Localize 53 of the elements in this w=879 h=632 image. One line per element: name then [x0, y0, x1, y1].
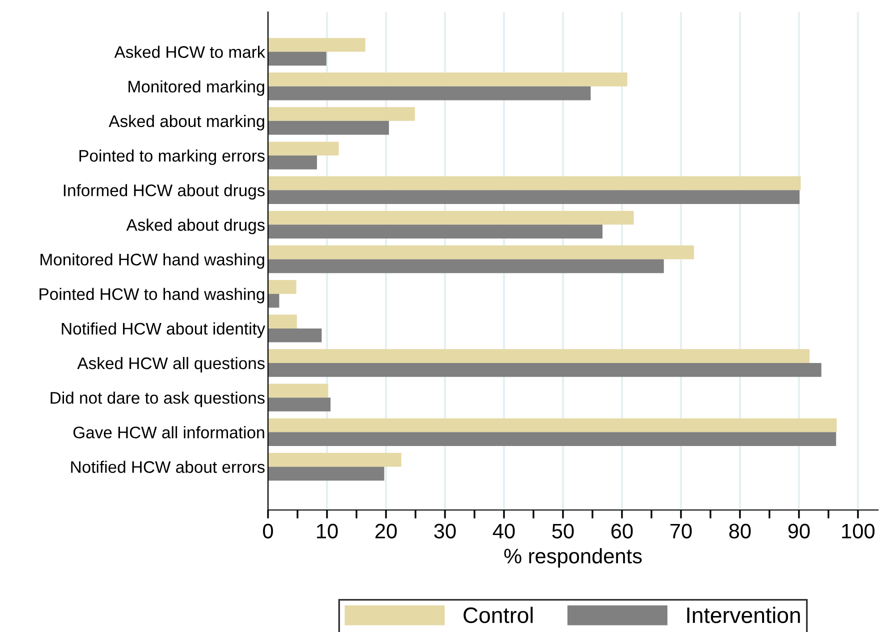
bar — [268, 224, 602, 239]
y-tick-label: Asked about drugs — [126, 218, 265, 234]
x-tick-label: 60 — [611, 524, 633, 538]
bar — [268, 384, 328, 398]
bar — [268, 432, 836, 446]
y-tick-label: Notified HCW about errors — [71, 460, 265, 473]
bar — [268, 120, 389, 135]
y-tick-label: Asked about marking — [108, 114, 264, 130]
bar — [268, 466, 384, 481]
bar — [268, 418, 837, 432]
x-tick-label: 70 — [670, 524, 692, 538]
bar — [268, 245, 694, 260]
x-tick-label: 10 — [316, 524, 338, 538]
x-tick-label: 40 — [492, 524, 515, 538]
y-tick-label: Gave HCW all information — [73, 426, 264, 438]
x-tick-label: 80 — [729, 524, 751, 538]
bar — [268, 72, 628, 86]
x-tick-label: 90 — [788, 524, 810, 538]
bar — [268, 452, 402, 467]
bar — [268, 328, 322, 342]
y-tick-label: Notified HCW about identity — [62, 322, 266, 338]
x-axis-title: % respondents — [504, 548, 642, 568]
legend-label: Control — [464, 606, 533, 624]
legend-label: Intervention — [687, 606, 800, 624]
bar — [268, 259, 664, 274]
bar — [268, 176, 801, 190]
bar — [268, 107, 415, 121]
bar — [268, 52, 326, 66]
y-tick-label: Asked HCW to mark — [114, 46, 266, 58]
bar — [268, 398, 331, 412]
bar — [268, 280, 296, 294]
y-tick-label: Did not dare to ask questions — [50, 392, 265, 408]
y-tick-label: Asked HCW all questions — [77, 356, 265, 373]
bar — [268, 363, 822, 377]
bar — [268, 86, 591, 100]
y-tick-label: Pointed to marking errors — [79, 149, 265, 166]
x-tick-label: 0 — [263, 524, 273, 538]
y-tick-label: Monitored HCW hand washing — [40, 253, 264, 269]
bar — [268, 142, 339, 156]
bar — [268, 210, 634, 225]
x-tick-label: 20 — [375, 524, 397, 538]
y-tick-label: Monitored marking — [128, 80, 264, 96]
bar — [268, 190, 800, 204]
bar — [268, 294, 280, 308]
y-tick-label: Informed HCW about drugs — [64, 184, 265, 200]
bar — [268, 156, 317, 170]
y-tick-label: Pointed HCW to hand washing — [40, 288, 264, 304]
bar — [268, 314, 297, 328]
x-tick-label: 100 — [842, 524, 875, 538]
bar — [268, 349, 810, 364]
bar — [268, 38, 366, 52]
x-tick-label: 50 — [552, 524, 574, 538]
x-tick-label: 30 — [434, 524, 456, 538]
